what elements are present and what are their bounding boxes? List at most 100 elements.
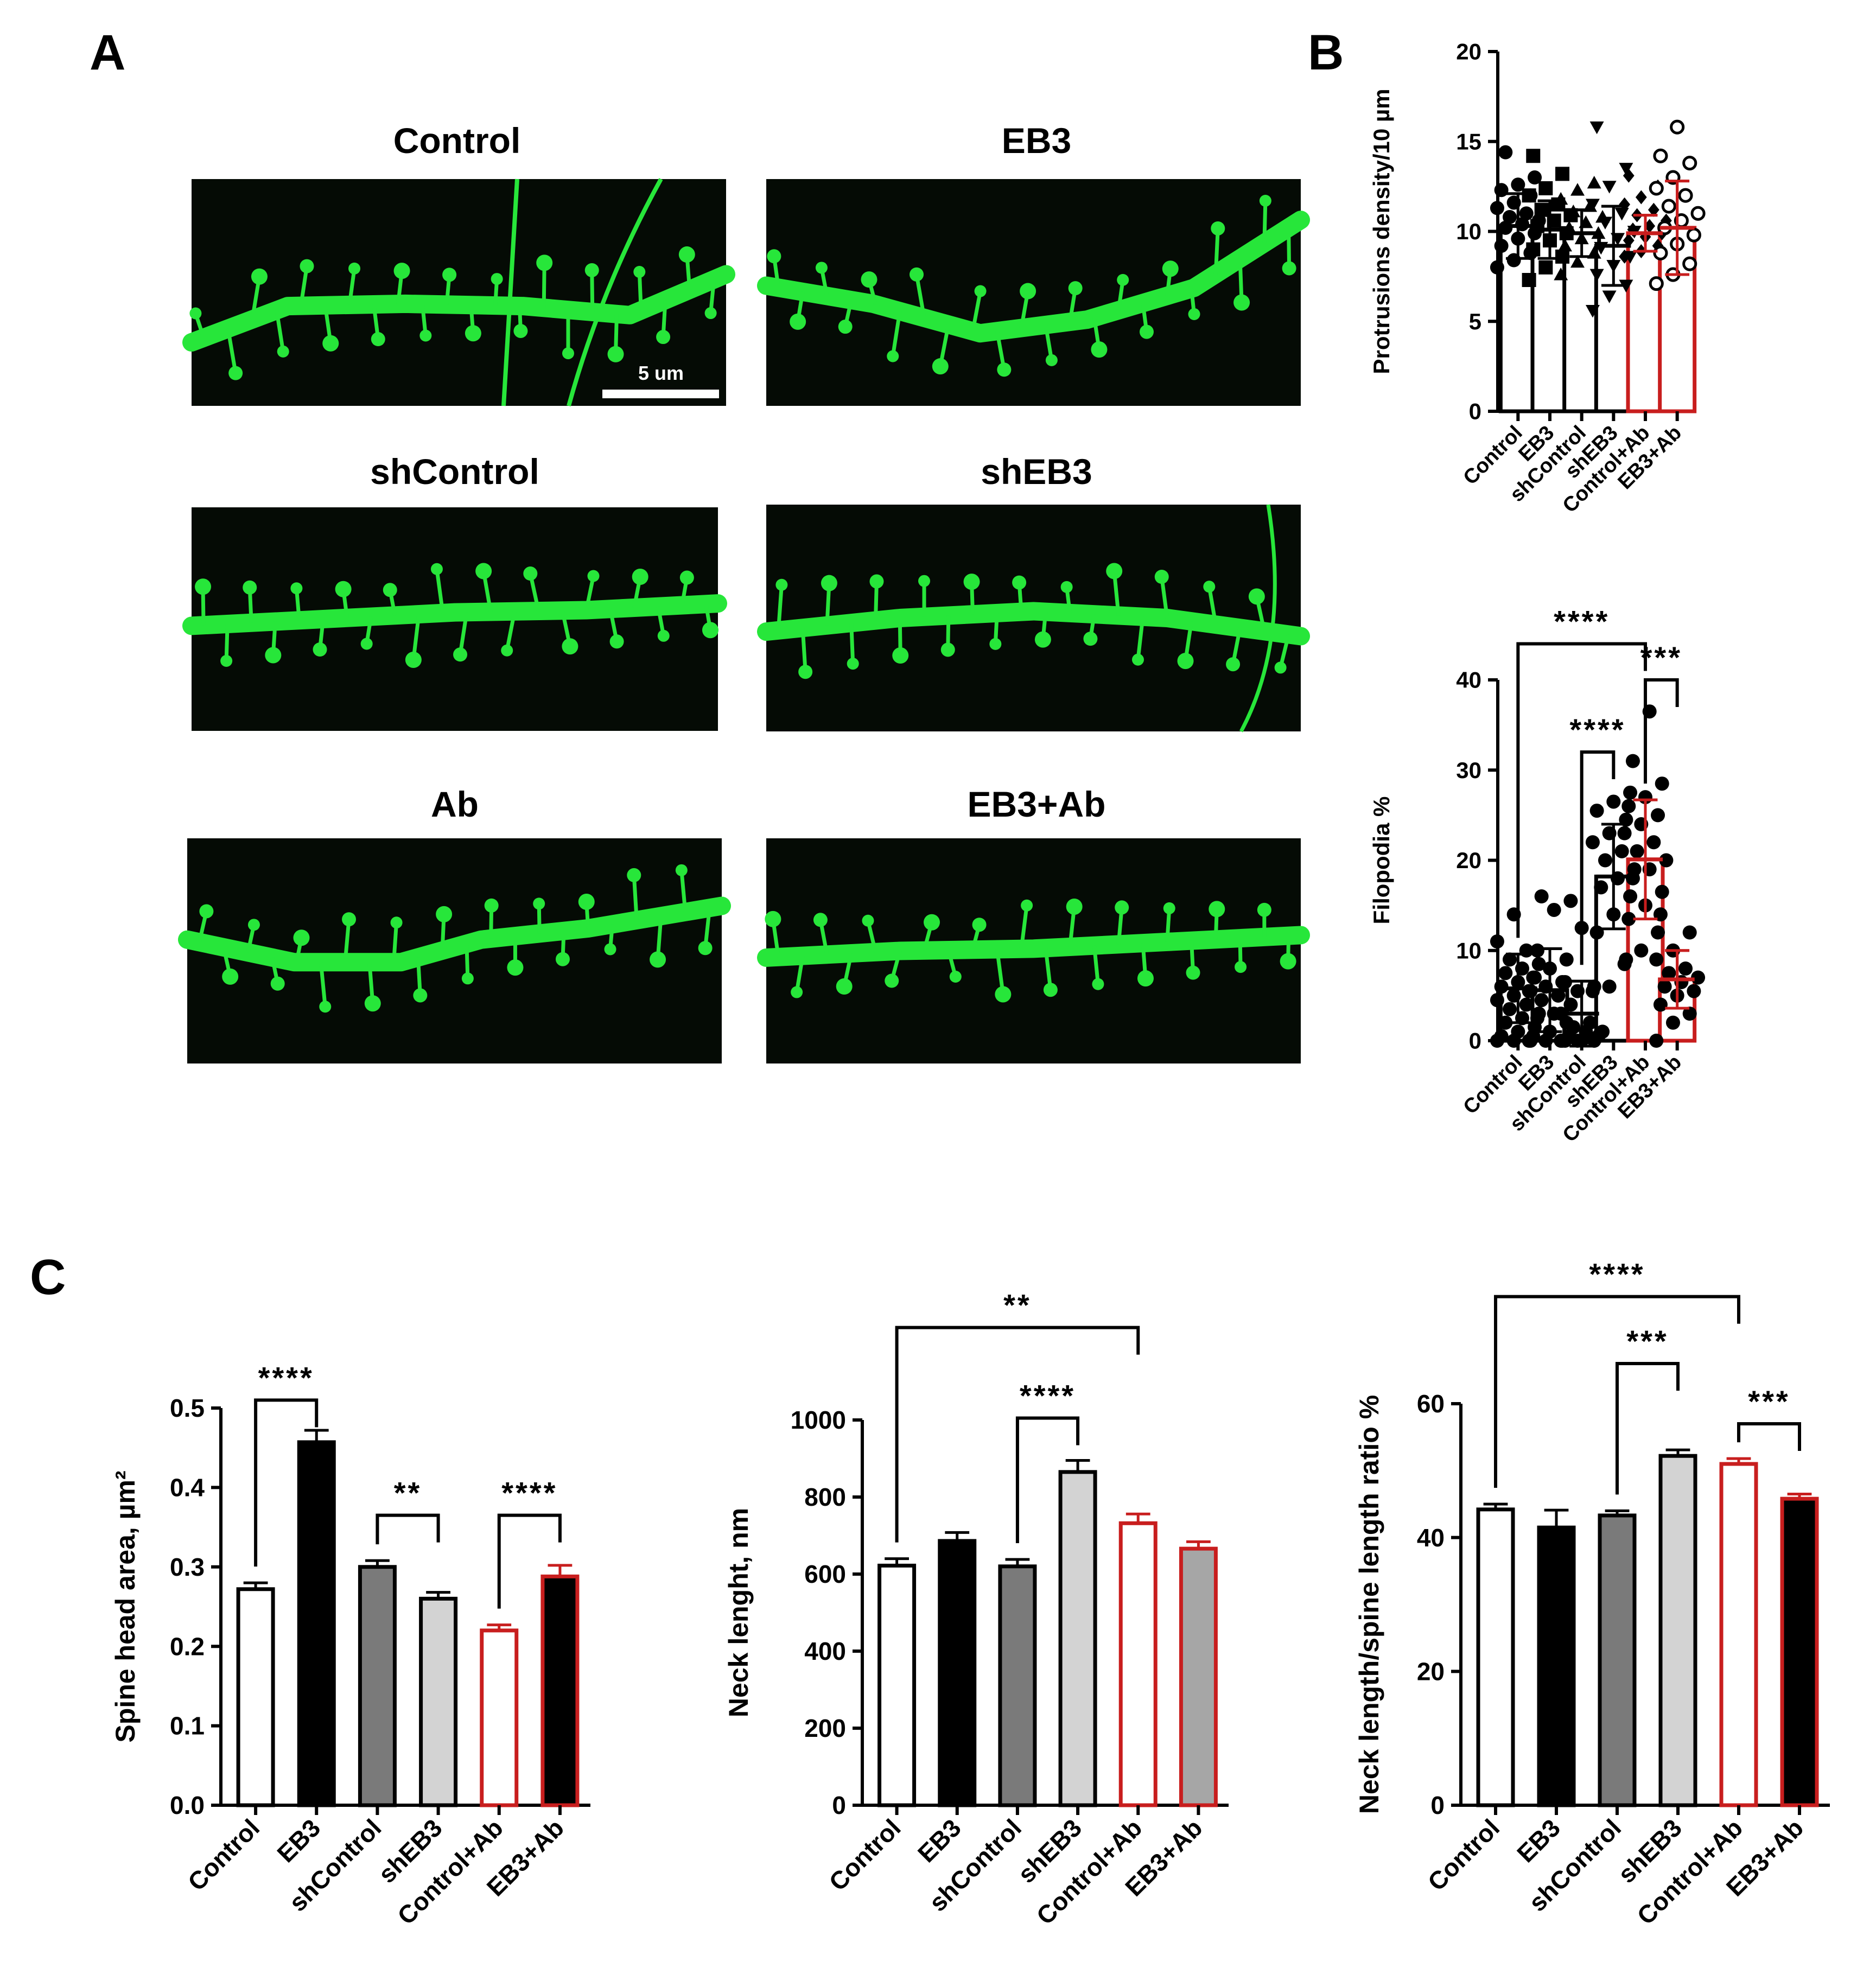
spine-head	[1060, 581, 1073, 593]
scale-bar	[602, 390, 719, 398]
data-point	[1502, 952, 1517, 967]
spine-head	[562, 638, 578, 655]
spine-head	[1259, 194, 1271, 207]
significance-label: ****	[1554, 604, 1610, 639]
spine-head	[1280, 953, 1296, 970]
data-point	[1522, 273, 1536, 288]
data-point	[1619, 197, 1630, 212]
spine-head	[523, 566, 538, 581]
x-tick-label: Control	[823, 1813, 906, 1896]
data-point	[1623, 168, 1635, 183]
spine-neck	[914, 274, 926, 319]
dendrite-shaft	[178, 896, 731, 972]
bar	[938, 1539, 977, 1807]
spine-head	[536, 254, 553, 271]
x-tick-label: Control	[182, 1813, 265, 1896]
bar	[1537, 1525, 1576, 1807]
spine-neck	[319, 961, 327, 1007]
y-tick-label: 10	[1456, 219, 1481, 244]
data-point	[1617, 957, 1632, 971]
bar	[1058, 1470, 1097, 1807]
bar	[1719, 1462, 1758, 1807]
data-point	[1494, 239, 1509, 253]
bar	[1598, 1513, 1637, 1807]
spine-head	[885, 973, 899, 988]
spine-head	[293, 929, 310, 946]
spine-head	[887, 350, 899, 362]
data-point	[1617, 826, 1632, 840]
spine-neck	[224, 623, 230, 661]
data-point	[1534, 202, 1549, 217]
data-point	[1563, 894, 1578, 908]
data-point	[1655, 884, 1669, 899]
spine-head	[507, 959, 524, 976]
chart-neck_length: 0 200 400 600 800 1000 Neck lenght, nm Control E…	[723, 1288, 1229, 1930]
data-point	[1623, 889, 1638, 903]
spine-head	[199, 904, 214, 919]
dendrite-drawing	[178, 864, 731, 1013]
bar	[1476, 1507, 1515, 1807]
panel-letter-c: C	[30, 1250, 66, 1305]
spine-head	[1106, 563, 1123, 579]
data-point	[1619, 279, 1633, 292]
data-point	[1649, 276, 1664, 291]
spine-head	[313, 642, 327, 657]
spine-head	[679, 570, 694, 585]
significance-bracket	[1737, 1422, 1801, 1451]
spine-head	[562, 347, 574, 360]
spine-head	[475, 563, 492, 579]
spine-head	[251, 268, 268, 285]
chart-neck_ratio: 0 20 40 60 Neck length/spine length ratio % C…	[1354, 1257, 1830, 1930]
data-point	[1547, 902, 1561, 917]
spine-neck	[458, 612, 469, 655]
spine-head	[390, 916, 403, 929]
spine-head	[949, 970, 962, 983]
data-point	[1555, 249, 1570, 264]
y-tick-label: 40	[1417, 1524, 1445, 1552]
spine-head	[798, 665, 813, 679]
significance-bracket	[254, 1398, 319, 1567]
scale-bar-label: 5 um	[638, 362, 684, 384]
spine-head	[465, 325, 481, 342]
data-point	[1585, 835, 1600, 850]
spine-head	[1211, 221, 1225, 235]
y-tick-label: 600	[804, 1560, 846, 1588]
dendrite-shaft	[182, 265, 735, 352]
y-tick-label: 0	[1430, 1791, 1445, 1819]
data-point	[1649, 1034, 1664, 1048]
significance-label: ****	[258, 1360, 314, 1394]
significance-label: ****	[1569, 712, 1625, 747]
y-tick-label: 30	[1456, 757, 1481, 783]
spine-head	[775, 578, 788, 591]
spine-head	[702, 622, 718, 639]
data-point	[1554, 268, 1568, 281]
data-point	[1490, 993, 1504, 1008]
data-point	[1534, 889, 1549, 903]
data-point	[1498, 145, 1513, 160]
spine-head	[1154, 570, 1169, 584]
bar	[1562, 231, 1601, 413]
data-point	[1598, 216, 1612, 230]
spine-head	[861, 271, 877, 288]
spine-head	[322, 335, 339, 352]
spine-head	[189, 307, 202, 320]
spine-head	[335, 581, 352, 597]
data-point	[1621, 799, 1636, 813]
spine-head	[383, 583, 397, 597]
spine-head	[442, 268, 457, 282]
spine-neck	[1136, 616, 1145, 660]
y-tick-label: 0.0	[170, 1791, 205, 1819]
spine-head	[892, 647, 909, 664]
data-point	[1526, 242, 1541, 257]
data-point	[1490, 934, 1504, 949]
y-tick-label: 0.2	[170, 1632, 205, 1660]
spine-neck	[800, 628, 807, 672]
spine-head	[1235, 961, 1247, 973]
spine-head	[821, 575, 837, 591]
data-point	[1690, 206, 1706, 221]
bar	[1626, 231, 1665, 413]
data-point	[1651, 925, 1665, 940]
data-point	[1686, 227, 1701, 243]
spine-head	[1209, 901, 1225, 918]
